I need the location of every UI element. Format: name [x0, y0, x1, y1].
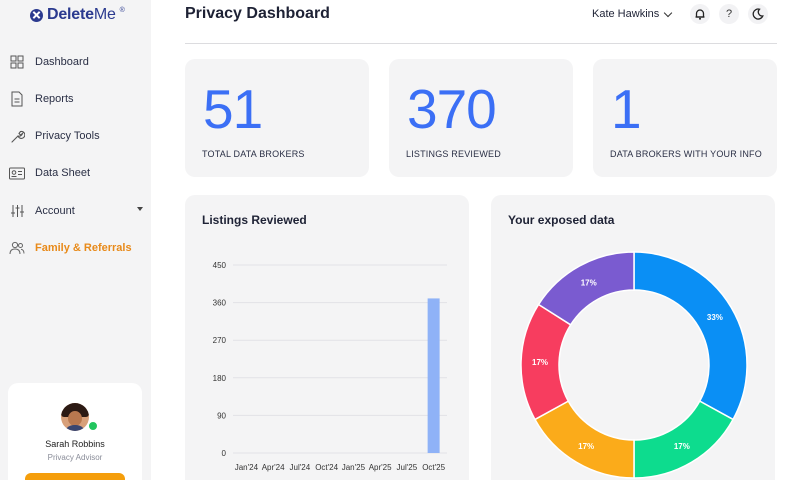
page-title: Privacy Dashboard: [185, 5, 330, 22]
x-tick-label: Jan'25: [342, 463, 366, 472]
id-card-icon: [9, 165, 25, 181]
moon-icon: [752, 8, 764, 20]
sidebar-item-account[interactable]: Account: [9, 199, 149, 223]
panel-title: Your exposed data: [508, 213, 615, 227]
sidebar-item-reports[interactable]: Reports: [9, 87, 149, 111]
people-icon: [9, 240, 25, 256]
slice-label: 17%: [674, 442, 690, 451]
sidebar-item-label: Reports: [35, 93, 74, 105]
sidebar-item-privacy-tools[interactable]: Privacy Tools: [9, 124, 149, 148]
x-tick-label: Jul'25: [397, 463, 418, 472]
stat-value: 1: [611, 78, 642, 140]
sidebar-item-family-referrals[interactable]: Family & Referrals: [9, 236, 149, 260]
help-icon: ?: [725, 8, 733, 20]
sidebar-item-label: Data Sheet: [35, 167, 91, 179]
advisor-role: Privacy Advisor: [47, 453, 103, 462]
logo-text: DeleteMe: [47, 6, 116, 23]
donut-slice[interactable]: [633, 251, 748, 421]
contact-advisor-button[interactable]: [25, 473, 125, 480]
stat-card-total-data-brokers: 51 TOTAL DATA BROKERS: [185, 59, 369, 177]
sidebar-item-label: Account: [35, 205, 75, 217]
x-tick-label: Jan'24: [235, 463, 259, 472]
sidebar-item-dashboard[interactable]: Dashboard: [9, 50, 149, 74]
sidebar-item-label: Dashboard: [35, 56, 89, 68]
panel-title: Listings Reviewed: [202, 213, 307, 227]
slice-label: 17%: [532, 358, 548, 367]
slice-label: 17%: [578, 442, 594, 451]
privacy-advisor-card: Sarah Robbins Privacy Advisor: [8, 383, 142, 480]
sidebar: DeleteMe ® Dashboard Reports Privacy Too…: [0, 0, 151, 480]
chevron-down-icon: [664, 8, 673, 17]
advisor-name: Sarah Robbins: [45, 439, 105, 449]
registered-mark: ®: [119, 6, 125, 14]
y-tick-label: 180: [213, 374, 227, 383]
user-name: Kate Hawkins: [592, 8, 660, 20]
slice-label: 17%: [581, 279, 597, 288]
donut-slice[interactable]: [533, 400, 635, 479]
user-menu[interactable]: Kate Hawkins: [592, 6, 673, 22]
exposed-data-panel: Your exposed data 33% 17% 17% 17% 17%: [491, 195, 775, 480]
listings-reviewed-panel: Listings Reviewed 0 90 180 270 360 450 Jan'24 A…: [185, 195, 469, 480]
donut-slice[interactable]: [537, 251, 635, 326]
x-tick-label: Apr'25: [369, 463, 392, 472]
y-tick-label: 450: [213, 261, 227, 270]
notifications-button[interactable]: [690, 4, 710, 24]
stat-value: 370: [407, 78, 497, 140]
deleteme-logo[interactable]: DeleteMe ®: [30, 5, 125, 25]
stat-label: LISTINGS REVIEWED: [406, 149, 501, 159]
stat-card-brokers-with-info: 1 DATA BROKERS WITH YOUR INFO: [593, 59, 777, 177]
caret-down-icon: [137, 207, 143, 211]
stat-value: 51: [203, 78, 263, 140]
slice-label: 33%: [707, 313, 723, 322]
stat-label: DATA BROKERS WITH YOUR INFO: [610, 149, 762, 159]
wrench-icon: [9, 128, 25, 144]
x-tick-label: Oct'25: [422, 463, 445, 472]
listings-bar-chart: 0 90 180 270 360 450 Jan'24 Apr'24 Jul'24 Oct'24 J…: [213, 261, 447, 472]
grid-icon: [9, 54, 25, 70]
bar[interactable]: [427, 298, 440, 453]
y-tick-label: 360: [213, 299, 227, 308]
sidebar-item-label: Family & Referrals: [35, 242, 132, 254]
sliders-icon: [9, 203, 25, 219]
avatar: [61, 403, 89, 431]
help-button[interactable]: ?: [719, 4, 739, 24]
x-tick-label: Jul'24: [290, 463, 311, 472]
x-tick-label: Oct'24: [315, 463, 338, 472]
header-divider: [185, 43, 777, 44]
stat-label: TOTAL DATA BROKERS: [202, 149, 305, 159]
y-tick-label: 270: [213, 336, 227, 345]
donut-slice[interactable]: [633, 400, 735, 479]
y-tick-label: 90: [217, 411, 226, 420]
bell-icon: [695, 9, 705, 20]
sidebar-item-data-sheet[interactable]: Data Sheet: [9, 161, 149, 185]
dark-mode-toggle[interactable]: [748, 4, 768, 24]
document-icon: [9, 91, 25, 107]
exposed-data-donut-chart: 33% 17% 17% 17% 17%: [520, 251, 748, 479]
x-tick-label: Apr'24: [262, 463, 285, 472]
x-mark-icon: [30, 8, 43, 22]
y-tick-label: 0: [222, 449, 227, 458]
sidebar-item-label: Privacy Tools: [35, 130, 100, 142]
online-status-icon: [88, 421, 98, 431]
stat-card-listings-reviewed: 370 LISTINGS REVIEWED: [389, 59, 573, 177]
